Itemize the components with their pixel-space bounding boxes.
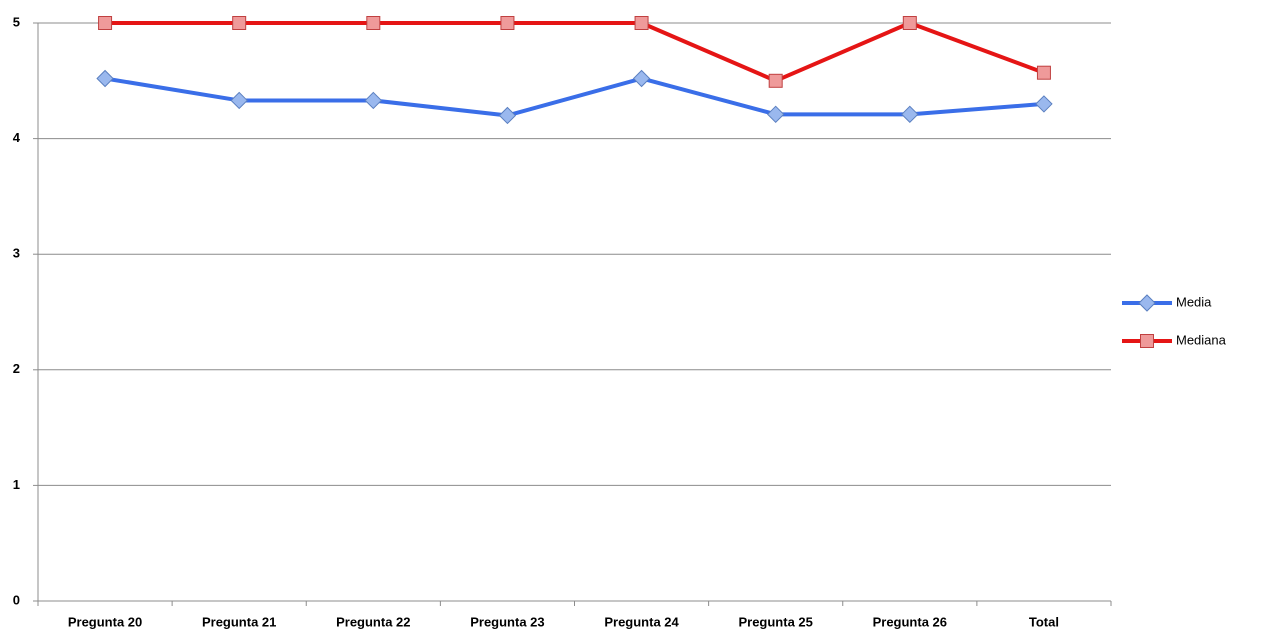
x-tick-label: Pregunta 21 [202,614,276,629]
data-point [1035,95,1053,113]
legend-marker [1138,294,1156,312]
y-tick-label: 0 [13,592,20,607]
y-tick-label: 2 [13,361,20,376]
y-tick-label: 3 [13,246,20,261]
legend-marker [1140,334,1154,348]
data-point [500,16,515,30]
data-point [902,16,917,30]
data-point [1036,65,1051,80]
data-point [632,69,651,88]
x-tick-label: Pregunta 24 [604,614,679,629]
data-point [366,16,381,30]
data-point [364,91,383,110]
data-point [96,69,114,88]
x-tick-label: Total [1029,614,1059,629]
x-tick-label: Pregunta 22 [336,614,410,629]
data-point [768,73,783,88]
x-tick-label: Pregunta 26 [873,614,947,629]
x-tick-label: Pregunta 25 [738,614,812,629]
y-tick-label: 4 [13,130,21,145]
data-point [901,105,919,124]
data-point [634,16,649,30]
data-point [98,16,113,30]
x-tick-label: Pregunta 23 [470,614,544,629]
data-point [232,16,247,30]
data-point [230,91,248,110]
series-line [105,21,1045,83]
data-point [766,105,785,124]
legend-label: Media [1176,294,1212,309]
data-point [498,106,517,125]
x-tick-label: Pregunta 20 [68,614,142,629]
legend-label: Mediana [1176,332,1227,347]
y-tick-label: 1 [13,477,20,492]
y-tick-label: 5 [13,14,20,29]
series-line [104,76,1045,118]
